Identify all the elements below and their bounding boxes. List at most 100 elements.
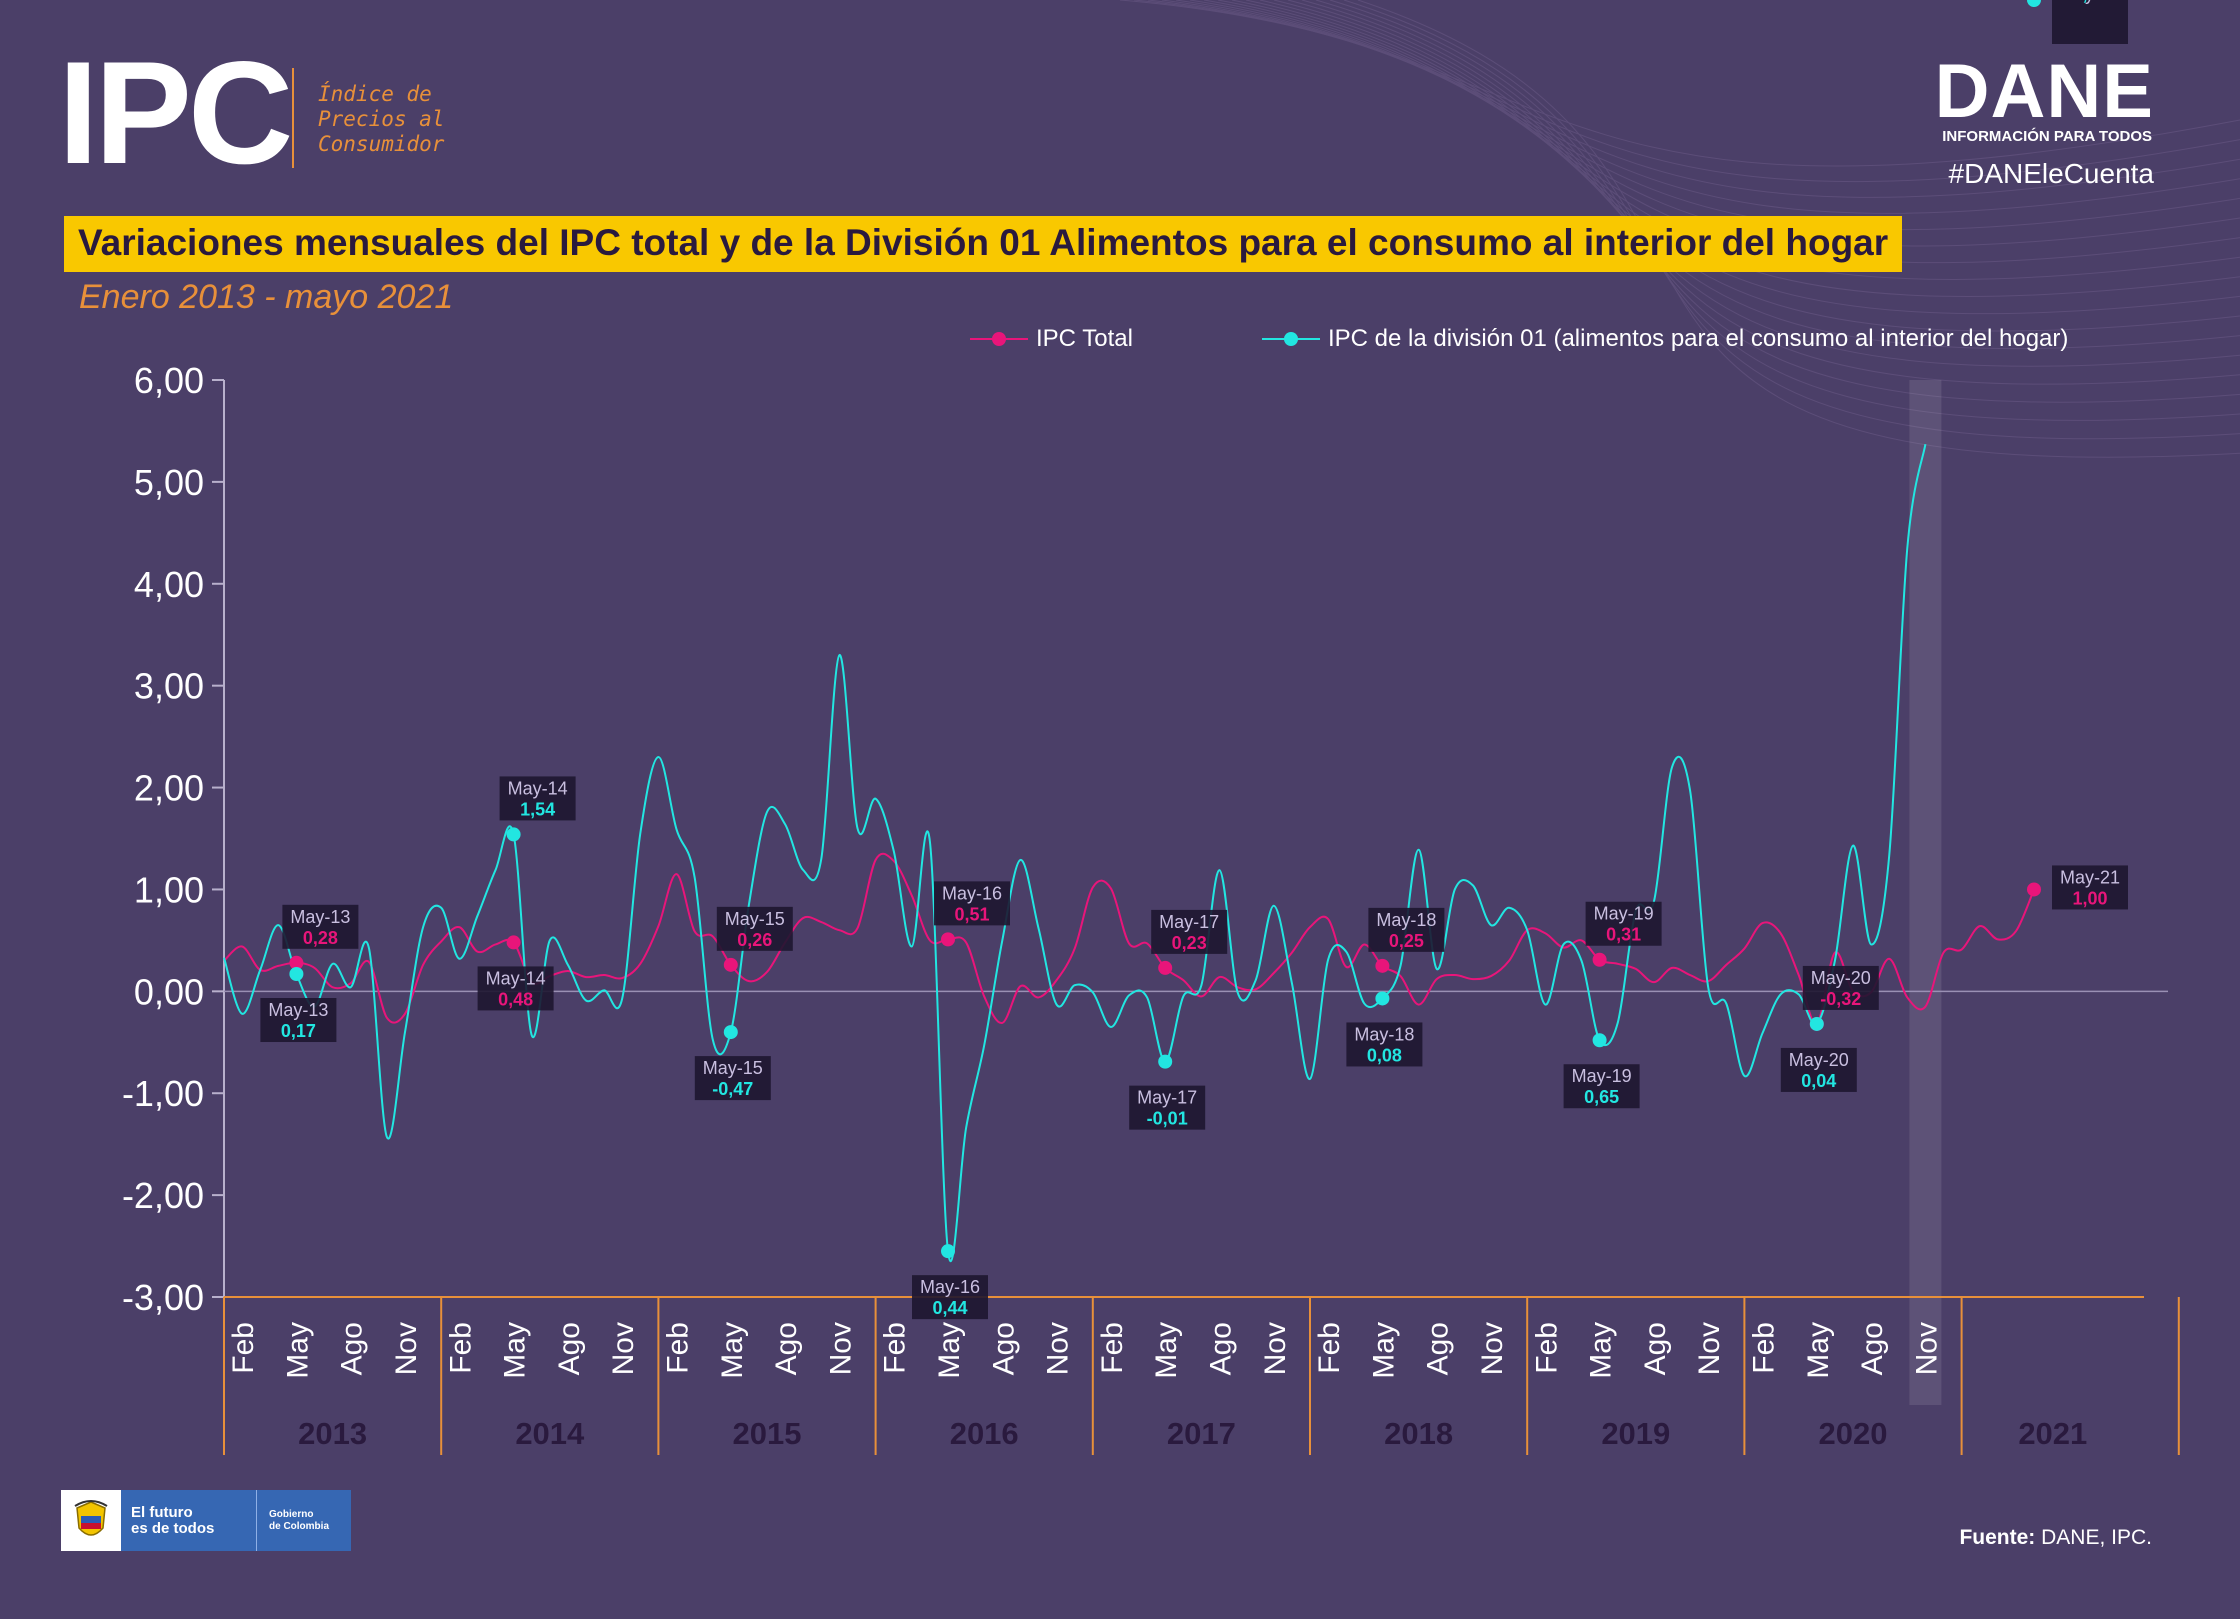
annotation-date: May-14 xyxy=(508,778,568,798)
annotation-date: May-13 xyxy=(290,907,350,927)
hashtag: #DANEleCuenta xyxy=(1948,158,2154,189)
decoration-curve xyxy=(1203,0,2240,264)
point-ipc-total xyxy=(723,957,738,972)
year-label: 2018 xyxy=(1384,1416,1453,1451)
annotation-date: May-21 xyxy=(2060,867,2120,887)
annotation-value: 1,54 xyxy=(520,799,555,819)
point-ipc-total xyxy=(289,955,304,970)
annotation-value: 0,28 xyxy=(303,928,338,948)
annotation-ipc-total: May-150,26 xyxy=(716,906,793,951)
point-ipc-total xyxy=(941,932,955,947)
annotation-box xyxy=(716,906,793,951)
point-ipc-total xyxy=(2027,882,2041,897)
annotation-box xyxy=(1585,901,1662,946)
x-tick-label: Nov xyxy=(607,1322,640,1375)
annotation-box xyxy=(2052,865,2128,910)
annotation-value: 0,26 xyxy=(737,930,772,950)
annotation-ipc-total: May-211,00 xyxy=(2052,865,2128,910)
annotation-box xyxy=(1368,907,1445,952)
annotation-date: May-20 xyxy=(1811,968,1871,988)
annotation-value: 5,37 xyxy=(2072,0,2107,4)
annotation-box xyxy=(1780,1047,1857,1092)
annotation-date: May-21 xyxy=(2060,0,2120,4)
ipc-logo-subtitle: Índice de Precios al Consumidor xyxy=(318,82,445,156)
point-division-01 xyxy=(723,1025,738,1040)
annotation-date: May-16 xyxy=(942,883,1002,903)
title-box: Variaciones mensuales del IPC total y de… xyxy=(64,216,1903,272)
y-tick-label: -2,00 xyxy=(122,1175,204,1216)
annotation-ipc-total: May-20-0,32 xyxy=(1802,965,1879,1010)
annotation-ipc-total: May-170,23 xyxy=(1151,909,1228,954)
year-label: 2015 xyxy=(733,1416,802,1451)
x-tick-label: May xyxy=(1367,1322,1400,1379)
chart-subtitle: Enero 2013 - mayo 2021 xyxy=(79,278,454,316)
annotation-value: 0,51 xyxy=(954,904,989,924)
annotation-date: May-17 xyxy=(1159,912,1219,932)
annotation-box xyxy=(282,904,359,949)
point-ipc-total xyxy=(1592,952,1607,967)
x-tick-label: May xyxy=(1802,1322,1835,1379)
x-tick-label: Nov xyxy=(1042,1322,1075,1375)
annotation-division-01: May-17-0,01 xyxy=(1129,1085,1206,1130)
decoration-curve xyxy=(1133,0,2240,183)
point-division-01 xyxy=(941,1244,955,1259)
x-tick-label: Nov xyxy=(390,1322,423,1375)
legend-label-ipc-total: IPC Total xyxy=(1036,325,1133,352)
annotation-date: May-14 xyxy=(486,968,546,988)
annotation-value: -0,47 xyxy=(712,1079,753,1099)
x-tick-label: May xyxy=(1150,1322,1183,1379)
annotation-value: 0,65 xyxy=(1584,1087,1619,1107)
annotation-date: May-18 xyxy=(1354,1024,1414,1044)
chart-title: Variaciones mensuales del IPC total y de… xyxy=(78,222,1889,263)
annotation-division-01: May-141,54 xyxy=(499,776,576,821)
annotation-value: -0,32 xyxy=(1820,989,1861,1009)
legend-item-ipc-total: IPC Total xyxy=(970,322,1133,356)
year-label: 2014 xyxy=(515,1416,585,1451)
x-tick-label: May xyxy=(1585,1322,1618,1379)
decoration-curve xyxy=(1189,0,2240,247)
point-division-01 xyxy=(506,827,521,842)
annotation-date: May-15 xyxy=(725,909,785,929)
annotation-ipc-total: May-190,31 xyxy=(1585,901,1662,946)
x-tick-label: Ago xyxy=(553,1322,586,1375)
x-tick-label: May xyxy=(499,1322,532,1379)
annotation-box xyxy=(1802,965,1879,1010)
x-tick-label: Feb xyxy=(1530,1322,1563,1374)
annotation-date: May-13 xyxy=(268,1000,328,1020)
x-tick-label: Feb xyxy=(444,1322,477,1374)
y-tick-label: 5,00 xyxy=(134,462,204,503)
legend-item-division-01: IPC de la división 01 (alimentos para el… xyxy=(1262,322,2068,356)
annotation-box xyxy=(934,881,1010,926)
annotation-value: 0,44 xyxy=(932,1298,967,1318)
x-tick-label: Nov xyxy=(824,1322,857,1375)
point-division-01 xyxy=(1158,1054,1173,1069)
coat-of-arms-icon xyxy=(61,1490,121,1551)
annotation-value: 0,23 xyxy=(1172,933,1207,953)
annotation-value: -0,01 xyxy=(1147,1109,1188,1129)
x-tick-label: Feb xyxy=(227,1322,260,1374)
x-tick-label: May xyxy=(716,1322,749,1379)
y-tick-label: -3,00 xyxy=(122,1277,204,1318)
x-tick-label: Feb xyxy=(1096,1322,1129,1374)
point-ipc-total xyxy=(1375,958,1390,973)
annotation-date: May-18 xyxy=(1376,910,1436,930)
legend-marker-ipc-total xyxy=(970,329,1028,349)
annotation-date: May-19 xyxy=(1594,904,1654,924)
annotation-date: May-16 xyxy=(920,1277,980,1297)
x-tick-label: Ago xyxy=(1205,1322,1238,1375)
year-label: 2017 xyxy=(1167,1416,1236,1451)
y-tick-label: 6,00 xyxy=(134,360,204,401)
y-tick-label: -1,00 xyxy=(122,1073,204,1114)
annotation-value: 0,25 xyxy=(1389,931,1424,951)
decoration-curve xyxy=(1217,0,2240,280)
x-tick-label: May xyxy=(933,1322,966,1379)
annotation-value: 0,04 xyxy=(1801,1071,1836,1091)
x-tick-label: Nov xyxy=(1476,1322,1509,1375)
annotation-division-01: May-130,17 xyxy=(260,998,337,1043)
year-label: 2020 xyxy=(1819,1416,1888,1451)
y-tick-label: 2,00 xyxy=(134,768,204,809)
annotation-box xyxy=(694,1056,771,1101)
legend-label-division-01: IPC de la división 01 (alimentos para el… xyxy=(1328,325,2069,352)
y-tick-label: 0,00 xyxy=(134,971,204,1012)
